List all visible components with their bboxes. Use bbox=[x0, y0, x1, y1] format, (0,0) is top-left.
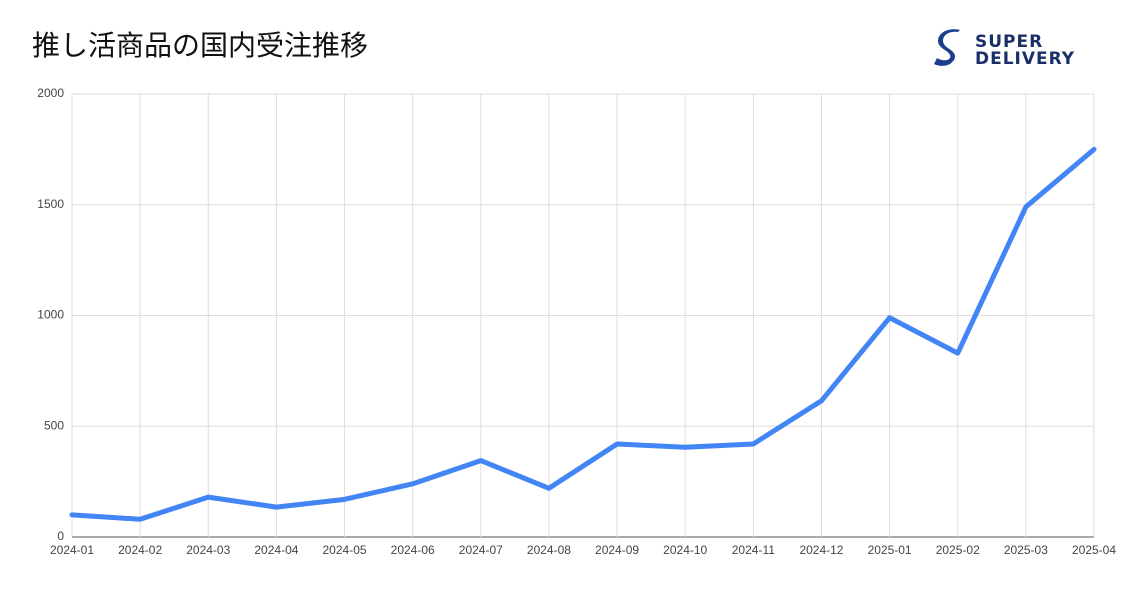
logo: SUPER DELIVERY bbox=[934, 29, 1075, 69]
logo-text: DELIVERY bbox=[975, 49, 1075, 69]
x-tick-label: 2024-09 bbox=[595, 543, 639, 557]
x-tick-label: 2024-08 bbox=[527, 543, 571, 557]
x-tick-label: 2025-04 bbox=[1072, 543, 1116, 557]
x-tick-label: 2025-01 bbox=[868, 543, 912, 557]
x-tick-label: 2024-12 bbox=[799, 543, 843, 557]
x-tick-label: 2024-05 bbox=[323, 543, 367, 557]
x-tick-label: 2024-06 bbox=[391, 543, 435, 557]
y-tick-label: 0 bbox=[57, 529, 64, 543]
x-tick-label: 2024-07 bbox=[459, 543, 503, 557]
chart-title: 推し活商品の国内受注推移 bbox=[32, 29, 368, 62]
x-tick-label: 2024-02 bbox=[118, 543, 162, 557]
x-tick-label: 2024-11 bbox=[732, 543, 775, 557]
line-series bbox=[69, 146, 1097, 522]
x-tick-label: 2024-10 bbox=[663, 543, 707, 557]
y-tick-label: 1500 bbox=[37, 197, 64, 211]
y-tick-label: 1000 bbox=[37, 308, 64, 322]
x-tick-label: 2024-04 bbox=[254, 543, 298, 557]
x-tick-label: 2025-02 bbox=[936, 543, 980, 557]
x-tick-label: 2024-01 bbox=[50, 543, 94, 557]
y-tick-label: 500 bbox=[44, 418, 64, 432]
logo-icon bbox=[934, 29, 960, 66]
x-tick-label: 2024-03 bbox=[186, 543, 230, 557]
x-tick-label: 2025-03 bbox=[1004, 543, 1048, 557]
logo-text: SUPER bbox=[975, 32, 1043, 52]
y-tick-label: 2000 bbox=[37, 86, 64, 100]
